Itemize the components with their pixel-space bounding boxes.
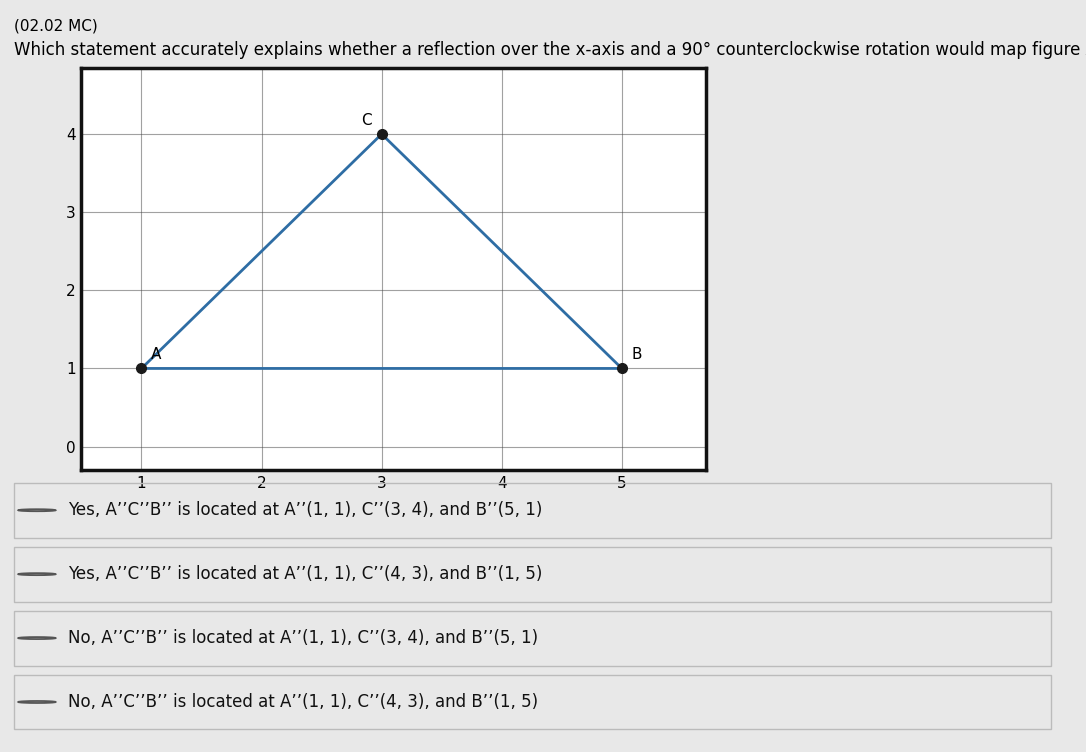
Text: Which statement accurately explains whether a reflection over the x-axis and a 9: Which statement accurately explains whet… [14, 41, 1086, 59]
Text: Yes, A’’C’’B’’ is located at A’’(1, 1), C’’(3, 4), and B’’(5, 1): Yes, A’’C’’B’’ is located at A’’(1, 1), … [68, 502, 542, 519]
Text: A: A [151, 347, 162, 362]
Text: No, A’’C’’B’’ is located at A’’(1, 1), C’’(3, 4), and B’’(5, 1): No, A’’C’’B’’ is located at A’’(1, 1), C… [68, 629, 539, 647]
Text: Yes, A’’C’’B’’ is located at A’’(1, 1), C’’(4, 3), and B’’(1, 5): Yes, A’’C’’B’’ is located at A’’(1, 1), … [68, 566, 542, 583]
Text: No, A’’C’’B’’ is located at A’’(1, 1), C’’(4, 3), and B’’(1, 5): No, A’’C’’B’’ is located at A’’(1, 1), C… [68, 693, 539, 711]
Text: B: B [631, 347, 642, 362]
Text: (02.02 MC): (02.02 MC) [14, 19, 98, 34]
Text: C: C [362, 113, 372, 128]
